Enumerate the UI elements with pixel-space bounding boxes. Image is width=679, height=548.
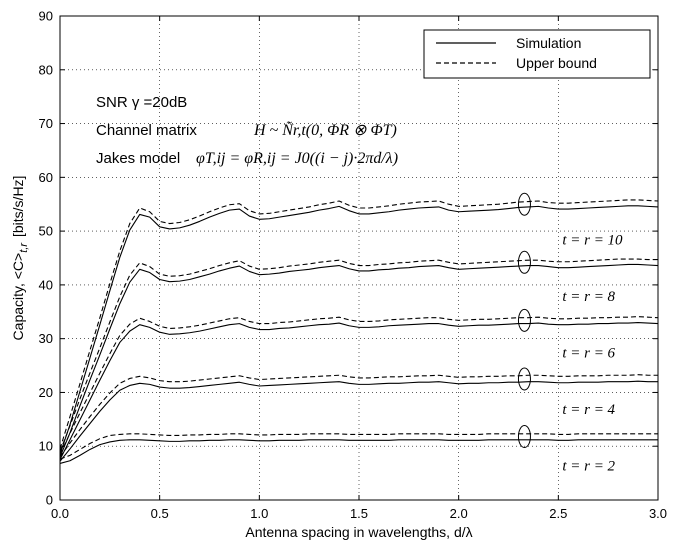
series-line-tr10-solid	[59, 205, 659, 455]
y-tick-label: 60	[39, 170, 53, 185]
ellipse-marker	[517, 192, 531, 216]
curve-label: t = r = 2	[562, 458, 615, 474]
series-line-tr8-dashed	[59, 258, 658, 452]
curve-labels: t = r = 10 t = r = 8 t = r = 6 t = r = 4 t =…	[562, 233, 623, 475]
y-tick-label: 20	[39, 385, 53, 400]
y-tick-label: 40	[39, 277, 53, 292]
y-tick-label: 30	[39, 331, 53, 346]
y-tick-label: 50	[39, 224, 53, 239]
y-tick-label: 80	[39, 62, 53, 77]
legend: Simulation Upper bound	[423, 29, 651, 79]
ellipse-marker	[517, 425, 531, 449]
y-tick-label: 0	[46, 493, 53, 508]
series-layer	[59, 199, 659, 464]
curve-label: t = r = 10	[562, 233, 623, 249]
legend-box	[423, 29, 651, 79]
x-tick-label: 0.5	[151, 506, 169, 521]
x-tick-label: 1.0	[250, 506, 268, 521]
ellipse-marker	[517, 250, 531, 274]
series-line-tr2-dashed	[59, 433, 658, 460]
channel-annotation-math: H ~ Ñr,t(0, ΦR ⊗ ΦT)	[253, 120, 397, 139]
series-line-tr6-solid	[59, 321, 659, 460]
y-axis-label: Capacity, <C>t,r [bits/s/Hz]	[10, 176, 30, 341]
jakes-annotation-prefix: Jakes model	[96, 150, 180, 167]
grid	[60, 16, 658, 500]
series-line-tr8-solid	[59, 263, 659, 458]
curve-label: t = r = 4	[562, 402, 615, 418]
y-axis-label-main: Capacity, <C>	[10, 253, 26, 341]
y-tick-label: 70	[39, 116, 53, 131]
ellipse-marker	[517, 308, 531, 332]
ellipse-markers	[517, 192, 531, 449]
jakes-annotation-math: φT,ij = φR,ij = J0((i − j)·2πd/λ)	[196, 150, 398, 167]
legend-label-upper-bound: Upper bound	[516, 55, 597, 71]
y-tick-label: 90	[39, 9, 53, 24]
y-axis-label-unit: [bits/s/Hz]	[10, 176, 26, 237]
curve-label: t = r = 6	[562, 345, 615, 361]
x-tick-label: 0.0	[51, 506, 69, 521]
x-tick-label: 1.5	[350, 506, 368, 521]
series-line-tr2-solid	[59, 439, 658, 464]
x-tick-label: 3.0	[649, 506, 667, 521]
x-tick-label: 2.5	[549, 506, 567, 521]
ellipse-marker	[517, 367, 531, 391]
series-line-tr4-solid	[59, 380, 658, 462]
series-line-tr4-dashed	[59, 374, 658, 458]
channel-annotation-prefix: Channel matrix	[96, 122, 197, 139]
x-tick-label: 2.0	[450, 506, 468, 521]
axis-ticks: 0.0 0.5 1.0 1.5 2.0 2.5 3.0 0 10 20 30 40 50 60 70 80 90	[39, 9, 668, 522]
y-axis-label-sub: t,r	[18, 242, 30, 253]
x-axis-label: Antenna spacing in wavelengths, d/λ	[245, 524, 472, 540]
snr-annotation: SNR γ =20dB	[96, 94, 187, 111]
curve-label: t = r = 8	[562, 289, 615, 305]
legend-label-simulation: Simulation	[516, 35, 581, 51]
annotations: SNR γ =20dB Channel matrix H ~ Ñr,t(0, Φ…	[96, 94, 398, 167]
y-tick-label: 10	[39, 439, 53, 454]
